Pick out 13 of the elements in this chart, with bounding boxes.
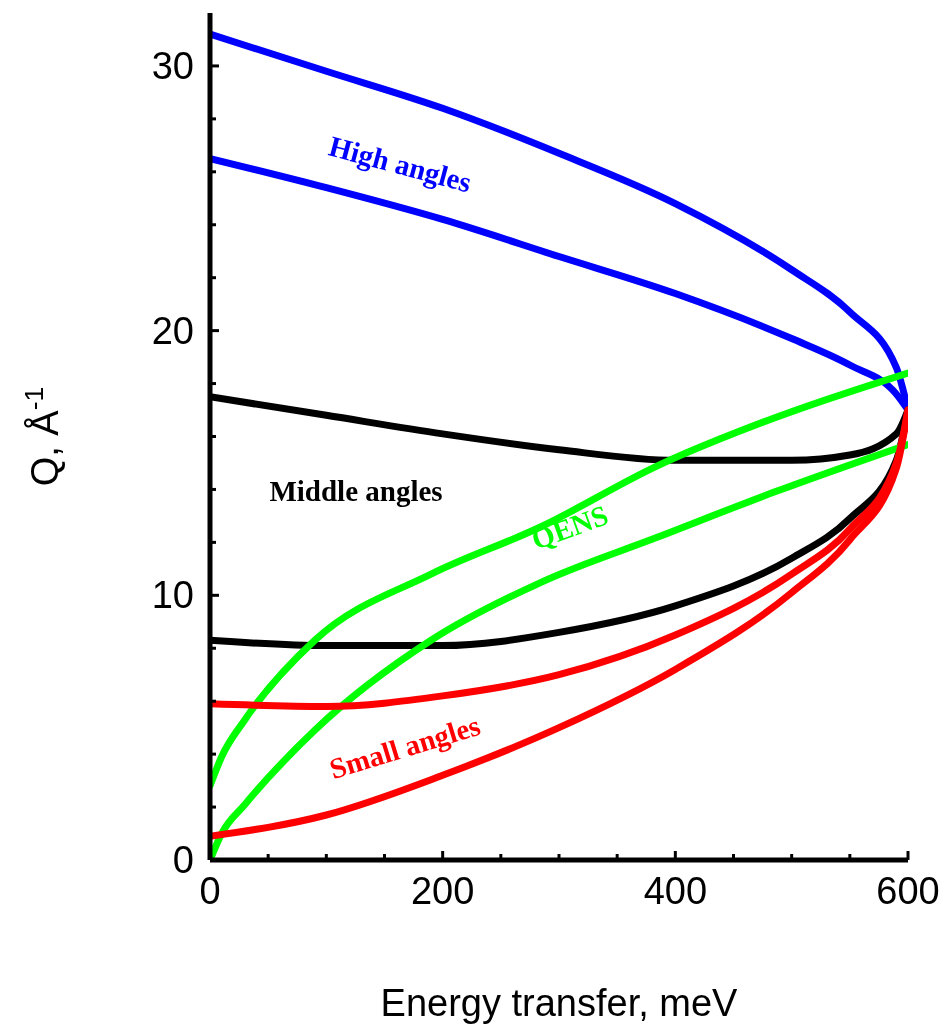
annotation: High angles bbox=[325, 129, 475, 199]
y-tick-label: 30 bbox=[151, 44, 194, 87]
y-tick-label: 20 bbox=[151, 309, 194, 352]
x-tick-label: 400 bbox=[643, 870, 708, 912]
annotation: Middle angles bbox=[269, 475, 443, 507]
annotation: QENS bbox=[527, 498, 613, 556]
x-tick-label: 200 bbox=[410, 870, 475, 912]
annotation: Small angles bbox=[325, 709, 484, 786]
y-tick-label: 10 bbox=[151, 574, 194, 617]
x-axis-title: Energy transfer, meV bbox=[380, 982, 739, 1024]
x-tick-label: 0 bbox=[199, 870, 221, 912]
x-tick-label: 600 bbox=[876, 870, 940, 912]
y-tick-label: 0 bbox=[172, 839, 194, 881]
